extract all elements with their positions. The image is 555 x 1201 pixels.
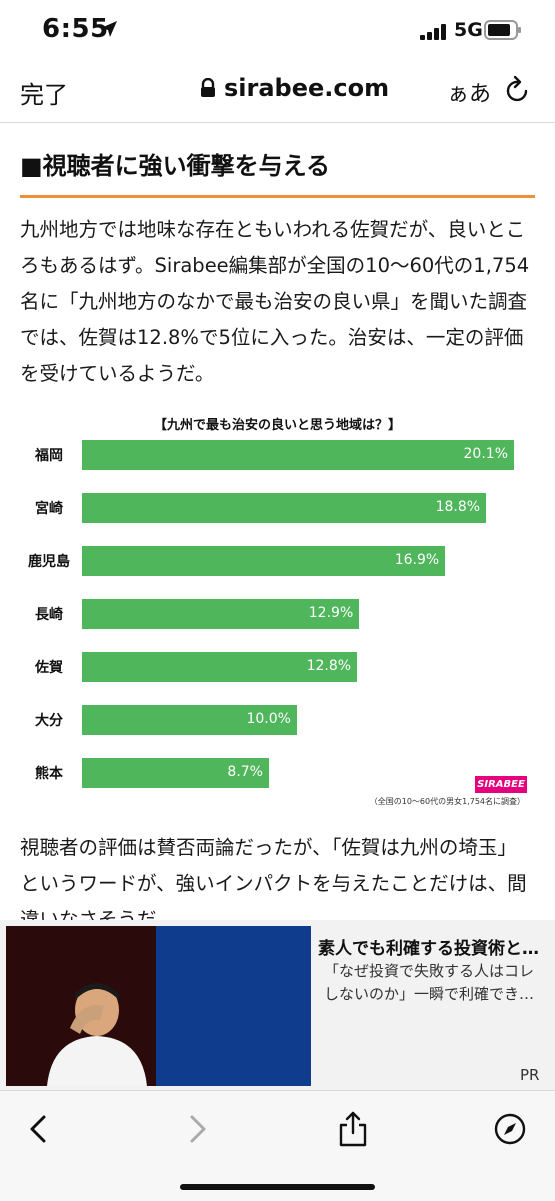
chart-source-note: （全国の10〜60代の男女1,754名に調査） [369,797,525,806]
text-size-button[interactable]: ぁあ [447,82,492,107]
status-bar: 6:55 5G [0,0,555,62]
ad-banner[interactable]: 素人でも利確する投資術と… 「なぜ投資で失敗する人はコレしないのか」一瞬で利確で… [0,920,555,1090]
bar: 20.1% [82,440,514,470]
bar-value-label: 10.0% [246,711,291,727]
share-button[interactable] [333,1109,373,1149]
bar-value-label: 12.8% [306,658,352,674]
bar: 12.8% [82,652,358,682]
bar-value-label: 8.7% [227,764,263,780]
share-icon [339,1111,367,1147]
browser-nav-bar: 完了 sirabee.com ぁあ [0,62,555,123]
forward-button[interactable] [178,1109,218,1149]
chart-title: 【九州で最も治安の良いと思う地域は？】 [153,418,401,433]
article-paragraph: 九州地方では地味な存在ともいわれる佐賀だが、良いところもあるはず。Sirabee… [20,218,530,385]
lock-icon [201,78,215,97]
reload-icon[interactable] [505,75,531,103]
bar: 12.9% [82,599,360,629]
bar-category-label: 鹿児島 [28,554,70,570]
battery-icon [484,20,521,40]
ad-description[interactable]: 「なぜ投資で失敗する人はコレしないのか」一瞬で利確でき… [324,962,535,1003]
signal-strength-icon [420,24,446,40]
compass-icon [494,1113,526,1145]
back-button[interactable] [18,1109,58,1149]
bar-category-label: 福岡 [35,448,63,464]
status-time: 6:55 [42,14,109,44]
location-arrow-icon [101,21,117,37]
bar-category-label: 宮崎 [35,501,63,517]
bar-category-label: 長崎 [35,607,63,623]
compass-button[interactable] [490,1109,530,1149]
bar-category-label: 熊本 [35,766,63,782]
back-icon [30,1115,46,1143]
section-heading: ■視聴者に強い衝撃を与える [20,146,535,198]
network-type: 5G [454,19,483,41]
bar-value-label: 20.1% [463,446,508,462]
browser-toolbar [0,1090,555,1201]
bar: 16.9% [82,546,446,576]
bar-category-label: 大分 [35,713,63,729]
bar-category-label: 佐賀 [35,660,63,676]
chart-row: 福岡 20.1% [20,440,535,470]
bar-value-label: 16.9% [394,552,440,568]
chart-row: 長崎 12.9% [20,599,535,629]
ad-title[interactable]: 素人でも利確する投資術と… [318,939,539,959]
sirabee-logo: SIRABEE [475,776,527,793]
done-button[interactable]: 完了 [20,81,68,109]
bar-value-label: 18.8% [435,499,481,515]
chart-row: 宮崎 18.8% [20,493,535,523]
chart-row: 大分 10.0% [20,705,535,735]
ad-pr-label: PR [520,1066,540,1084]
article-content: ■視聴者に強い衝撃を与える 九州地方では地味な存在ともいわれる佐賀だが、良いとこ… [20,122,535,392]
person-figure-image [47,983,147,1086]
chart-row: 熊本 8.7% [20,758,535,788]
bar-chart: 【九州で最も治安の良いと思う地域は？】 福岡 20.1% 宮崎 18.8% 鹿児島 16.… [20,406,535,808]
bar: 18.8% [82,493,487,523]
forward-icon [190,1115,206,1143]
bar: 8.7% [82,758,269,788]
bar: 10.0% [82,705,297,735]
chart-row: 佐賀 12.8% [20,652,535,682]
home-indicator [180,1184,375,1190]
url-text: sirabee.com [224,74,390,102]
url-bar[interactable]: sirabee.com [200,74,389,102]
ad-image[interactable] [6,926,311,1086]
bar-value-label: 12.9% [308,605,354,621]
chart-row: 鹿児島 16.9% [20,546,535,576]
